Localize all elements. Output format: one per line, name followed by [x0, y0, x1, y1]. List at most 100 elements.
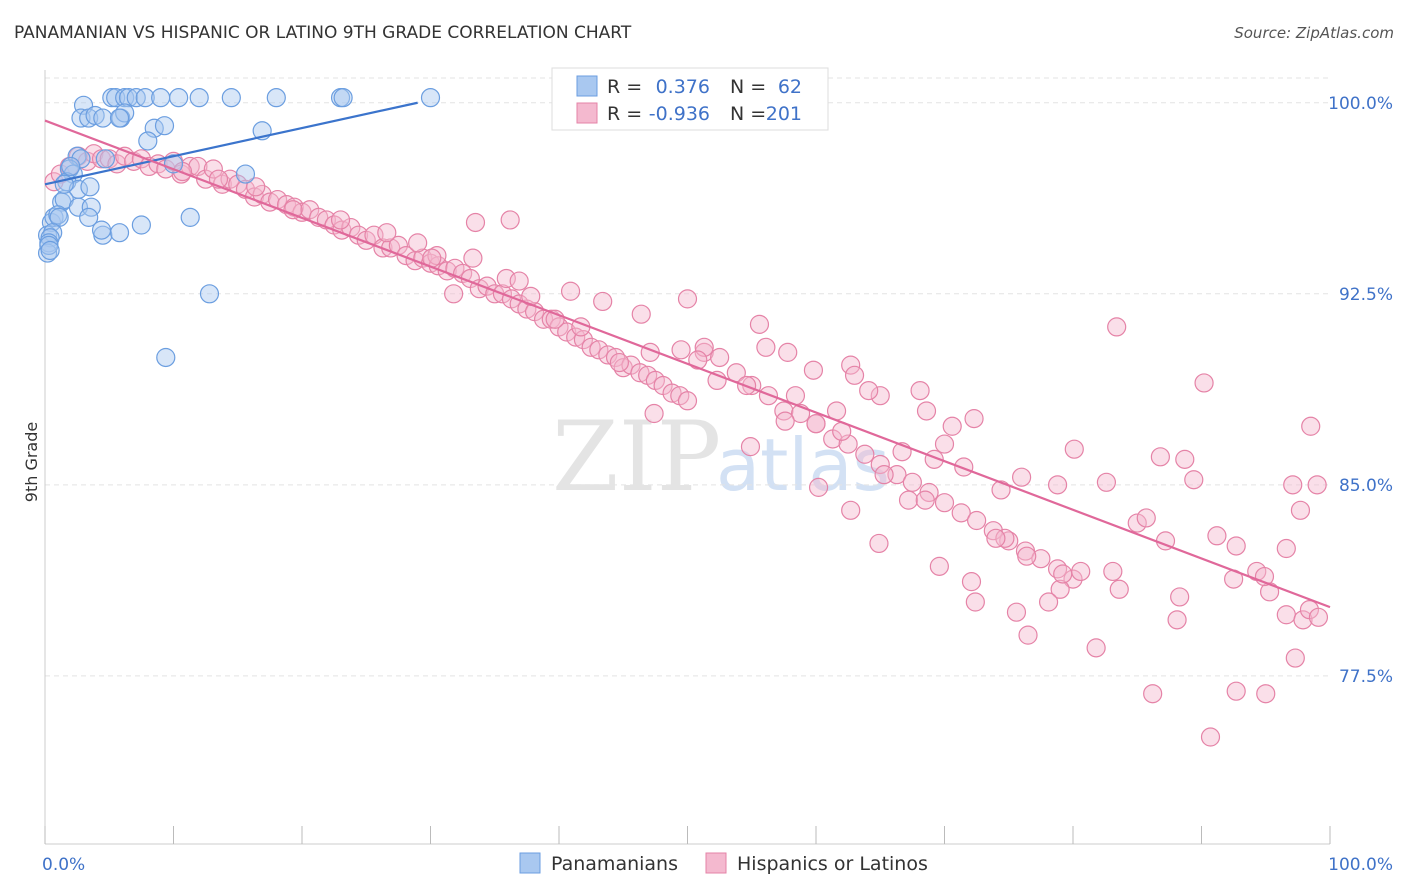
legend-n-value-1: 62	[778, 76, 802, 98]
panamanian-point	[85, 105, 105, 126]
panamanian-point	[95, 149, 115, 169]
hispanic-point	[898, 490, 919, 510]
hispanic-point	[609, 352, 629, 373]
legend-r-value-1: 0.376	[656, 76, 710, 98]
x-tick-label-min: 0.0%	[42, 855, 85, 875]
watermark-zip-text: ZIP	[552, 401, 721, 513]
hispanic-point	[1127, 513, 1147, 533]
panamanian-trend-line	[44, 101, 418, 186]
hispanic-point	[589, 340, 609, 360]
panamanian-point	[79, 207, 99, 227]
hispanic-point	[1018, 625, 1038, 645]
hispanic-point	[915, 490, 935, 510]
hispanic-point	[874, 465, 894, 485]
hispanic-point	[710, 347, 730, 368]
legend-n-label-2: N =	[730, 103, 766, 125]
hispanic-point	[581, 337, 601, 357]
hispanic-point	[841, 500, 861, 520]
panamanian-point	[138, 131, 158, 151]
hispanic-point	[1175, 449, 1195, 469]
panamanian-point	[115, 103, 135, 123]
hispanic-point	[983, 521, 1003, 541]
hispanic-point	[1200, 727, 1221, 747]
panamanian-point	[180, 207, 200, 227]
series-legend-swatch-panamanians	[519, 852, 541, 874]
hispanic-point	[870, 454, 890, 475]
hispanic-point	[605, 347, 626, 368]
hispanic-point	[756, 337, 776, 357]
hispanic-point	[662, 383, 682, 403]
hispanic-point	[1103, 561, 1123, 582]
hispanic-point	[758, 386, 779, 406]
hispanic-point	[560, 281, 581, 301]
hispanic-point	[1086, 638, 1106, 658]
hispanic-point	[671, 340, 691, 360]
hispanic-point	[1011, 467, 1032, 487]
hispanic-point	[1006, 602, 1027, 622]
panamanian-point	[61, 156, 81, 177]
hispanic-point	[377, 223, 397, 243]
hispanic-point	[593, 291, 613, 312]
hispanic-point	[841, 355, 861, 375]
hispanic-point	[1285, 648, 1305, 668]
hispanic-point	[1194, 373, 1214, 393]
panamanian-point	[420, 88, 441, 108]
hispanic-point	[688, 350, 708, 370]
x-tick-label-max: 100.0%	[1328, 855, 1393, 875]
hispanic-point	[1276, 538, 1296, 559]
panamanian-point	[169, 88, 189, 108]
hispanic-point	[598, 345, 618, 365]
hispanic-point	[870, 386, 890, 406]
hispanic-point	[1184, 470, 1204, 490]
hispanic-point	[631, 304, 651, 324]
hispanic-point	[1109, 579, 1129, 599]
hispanic-point	[749, 314, 770, 334]
hispanic-point	[954, 457, 974, 477]
panamanian-point	[266, 88, 286, 108]
hispanic-point	[1307, 475, 1327, 495]
hispanic-point	[740, 437, 761, 457]
hispanic-point	[1136, 508, 1156, 528]
hispanic-point	[1150, 447, 1170, 467]
hispanic-point	[276, 195, 297, 215]
series-legend-label-panamanians: Panamanians	[551, 853, 678, 875]
panamanian-point	[71, 108, 91, 128]
hispanic-point	[630, 363, 650, 383]
hispanic-point	[694, 342, 714, 362]
legend-r-label-2: R =	[607, 103, 642, 125]
panamanian-point	[235, 164, 256, 184]
series-legend-swatch-hispanics	[705, 852, 727, 874]
y-tick-label: 100.0%	[1328, 94, 1393, 114]
hispanic-points	[44, 144, 1329, 747]
hispanic-point	[951, 503, 971, 523]
hispanic-point	[283, 200, 303, 220]
legend-swatch-panamanians	[576, 75, 598, 97]
zipatlas-watermark: ZIP atlas	[552, 401, 890, 513]
series-legend: Panamanians Hispanics or Latinos	[519, 852, 928, 875]
hispanic-point	[869, 533, 889, 554]
legend-n-label-1: N =	[730, 76, 766, 98]
hispanic-point	[902, 472, 922, 492]
panamanian-point	[93, 108, 113, 128]
hispanic-point	[677, 391, 698, 411]
grid-lines	[45, 77, 1330, 677]
chart-source: Source: ZipAtlas.com	[1234, 24, 1394, 42]
hispanic-point	[465, 212, 486, 233]
hispanic-point	[203, 159, 223, 179]
hispanic-point	[1226, 681, 1246, 701]
hispanic-point	[910, 380, 930, 401]
hispanic-point	[934, 493, 955, 513]
hispanic-point	[1207, 526, 1227, 546]
panamanian-point	[118, 88, 139, 108]
axes	[44, 70, 1331, 845]
panamanian-point	[37, 243, 58, 263]
hispanic-point	[1071, 561, 1091, 582]
hispanic-point	[961, 572, 982, 592]
panamanian-point	[156, 347, 176, 368]
y-tick-label: 77.5%	[1339, 667, 1393, 687]
hispanic-point	[677, 289, 698, 309]
hispanic-point	[1283, 475, 1303, 495]
hispanic-point	[803, 360, 824, 380]
hispanic-point	[1038, 592, 1059, 612]
